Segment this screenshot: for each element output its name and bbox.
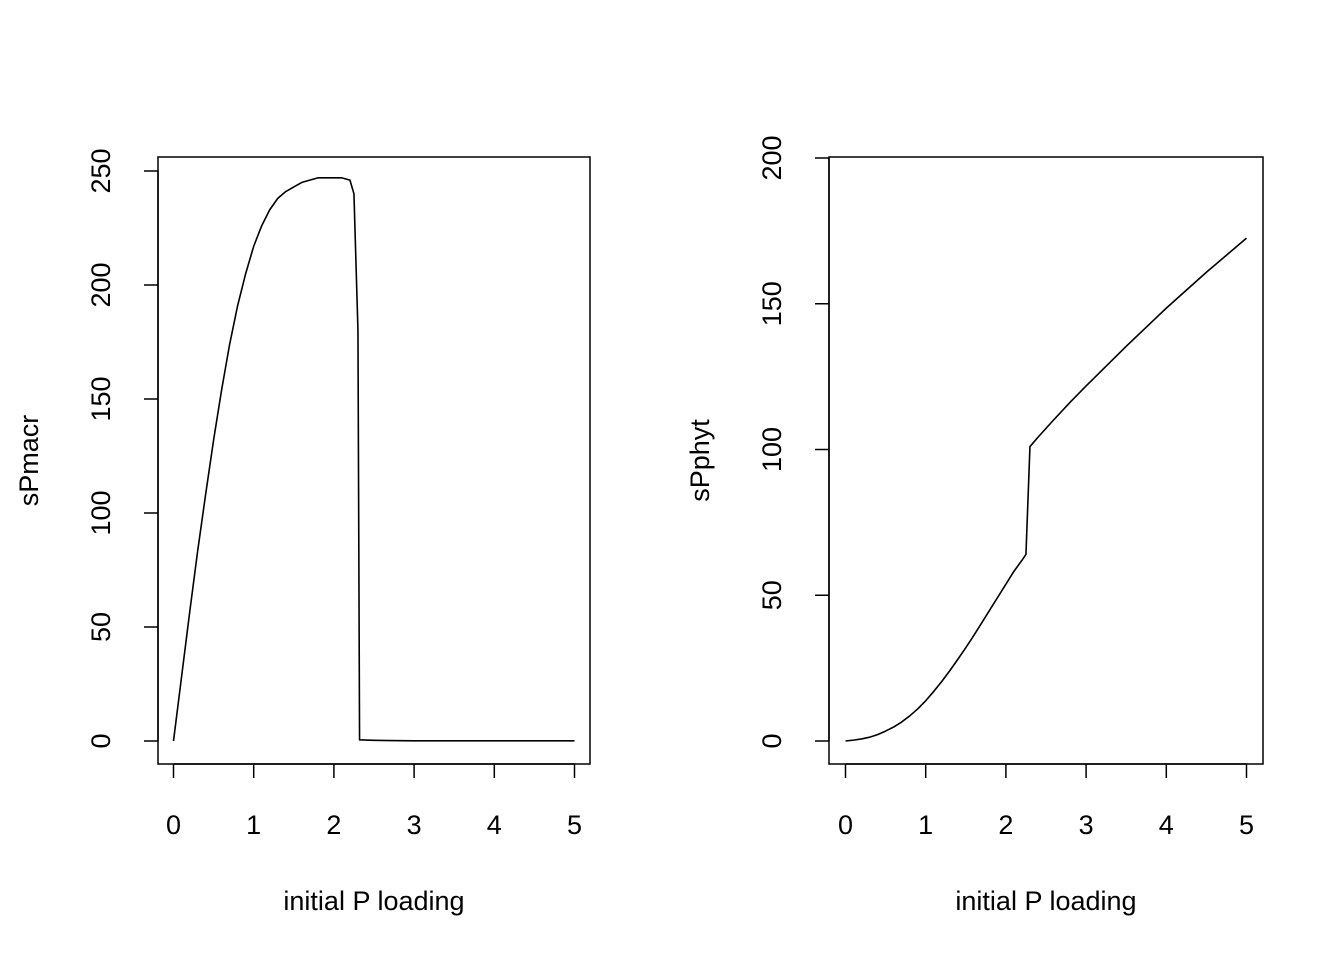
right-y-tick-label: 100: [757, 427, 787, 472]
left-x-axis-title: initial P loading: [283, 886, 464, 916]
right-x-tick-label: 0: [838, 810, 853, 840]
right-y-axis-title: sPphyt: [685, 419, 715, 502]
right-series-line: [845, 237, 1248, 742]
left-y-tick-label: 200: [86, 262, 116, 307]
left-y-tick-label: 250: [86, 148, 116, 193]
left-y-tick-label: 100: [86, 490, 116, 535]
left-x-tick-label: 2: [326, 810, 341, 840]
left-y-tick-label: 50: [86, 612, 116, 642]
left-x-tick-label: 0: [166, 810, 181, 840]
left-x-tick-label: 5: [567, 810, 582, 840]
right-y-tick-label: 150: [757, 281, 787, 326]
left-y-tick-label: 150: [86, 376, 116, 421]
right-plot-frame: [828, 156, 1264, 765]
right-x-axis-title: initial P loading: [955, 886, 1136, 916]
left-x-tick-label: 4: [487, 810, 502, 840]
right-x-tick-label: 2: [998, 810, 1013, 840]
left-plot-frame: [157, 156, 591, 765]
right-x-tick-label: 1: [918, 810, 933, 840]
left-x-tick-label: 3: [407, 810, 422, 840]
left-x-tick-label: 1: [246, 810, 261, 840]
left-y-axis-title: sPmacr: [14, 415, 44, 507]
right-x-tick-label: 4: [1159, 810, 1174, 840]
right-x-tick-label: 5: [1239, 810, 1254, 840]
left-series-line: [172, 177, 575, 742]
right-x-tick-label: 3: [1079, 810, 1094, 840]
right-y-tick-label: 0: [757, 733, 787, 748]
right-y-tick-label: 200: [757, 135, 787, 180]
left-y-tick-label: 0: [86, 733, 116, 748]
right-y-tick-label: 50: [757, 580, 787, 610]
